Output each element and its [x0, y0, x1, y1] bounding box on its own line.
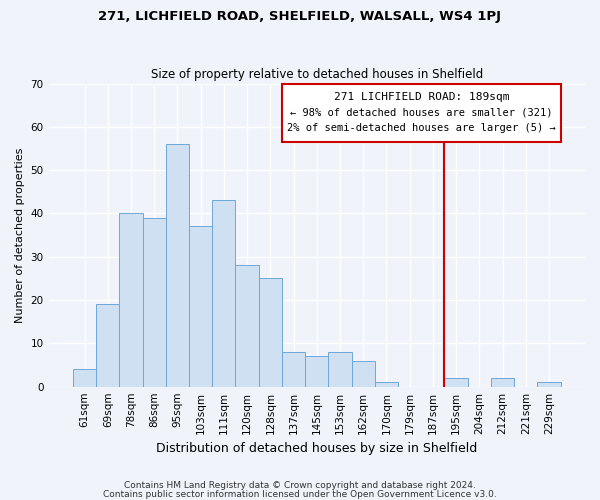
Text: Contains public sector information licensed under the Open Government Licence v3: Contains public sector information licen…	[103, 490, 497, 499]
Text: ← 98% of detached houses are smaller (321): ← 98% of detached houses are smaller (32…	[290, 108, 553, 118]
Text: Contains HM Land Registry data © Crown copyright and database right 2024.: Contains HM Land Registry data © Crown c…	[124, 481, 476, 490]
Text: 2% of semi-detached houses are larger (5) →: 2% of semi-detached houses are larger (5…	[287, 122, 556, 132]
Bar	[491, 378, 514, 386]
Bar	[212, 200, 235, 386]
Text: 271, LICHFIELD ROAD, SHELFIELD, WALSALL, WS4 1PJ: 271, LICHFIELD ROAD, SHELFIELD, WALSALL,…	[98, 10, 502, 23]
Bar	[73, 370, 96, 386]
Bar	[259, 278, 282, 386]
Y-axis label: Number of detached properties: Number of detached properties	[15, 148, 25, 323]
Bar	[166, 144, 189, 386]
Title: Size of property relative to detached houses in Shelfield: Size of property relative to detached ho…	[151, 68, 483, 81]
X-axis label: Distribution of detached houses by size in Shelfield: Distribution of detached houses by size …	[156, 442, 478, 455]
Bar	[96, 304, 119, 386]
FancyBboxPatch shape	[282, 84, 560, 142]
Bar	[328, 352, 352, 386]
Text: 271 LICHFIELD ROAD: 189sqm: 271 LICHFIELD ROAD: 189sqm	[334, 92, 509, 102]
Bar	[119, 214, 143, 386]
Bar	[352, 360, 375, 386]
Bar	[282, 352, 305, 386]
Bar	[143, 218, 166, 386]
Bar	[375, 382, 398, 386]
Bar	[538, 382, 560, 386]
Bar	[445, 378, 468, 386]
Bar	[189, 226, 212, 386]
Bar	[305, 356, 328, 386]
Bar	[235, 266, 259, 386]
